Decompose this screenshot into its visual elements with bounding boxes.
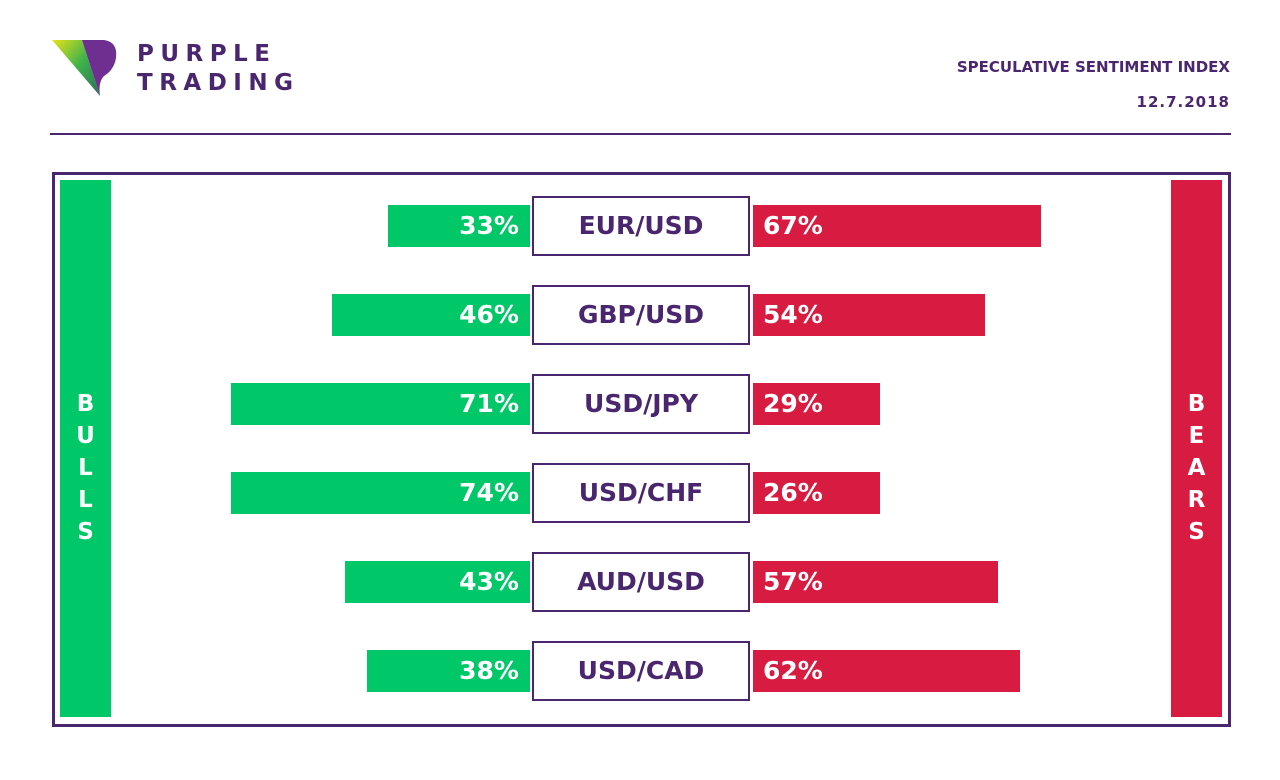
chart-date: 12.7.2018 [1136,93,1230,111]
chart-title: SPECULATIVE SENTIMENT INDEX [956,58,1230,76]
currency-pair-label: USD/JPY [532,374,750,434]
chart-frame [52,172,1231,727]
currency-pair-label: USD/CAD [532,641,750,701]
bulls-bar: 43% [345,561,530,603]
side-letter: U [76,423,95,449]
brand-line-1: PURPLE [137,41,277,67]
bears-bar: 29% [753,383,880,425]
currency-pair-label: EUR/USD [532,196,750,256]
currency-pair-label: USD/CHF [532,463,750,523]
bulls-bar: 33% [388,205,530,247]
bears-bar: 62% [753,650,1020,692]
side-letter: B [76,391,95,417]
purple-trading-logo: PURPLE TRADING [52,40,312,100]
bears-bar: 26% [753,472,880,514]
bears-bar: 57% [753,561,999,603]
brand-name: PURPLE TRADING [137,40,299,98]
currency-pair-label: AUD/USD [532,552,750,612]
bulls-bar: 74% [231,472,530,514]
bulls-bar: 71% [231,383,530,425]
currency-pair-label: GBP/USD [532,285,750,345]
side-letter: A [1187,455,1206,481]
logo-mark-icon [52,40,117,96]
side-letter: S [1188,519,1205,545]
bears-bar: 67% [753,205,1042,247]
bulls-bar: 46% [332,294,530,336]
bears-bar: 54% [753,294,986,336]
side-letter: S [77,519,94,545]
bulls-bar: 38% [366,650,530,692]
side-letter: L [78,455,93,481]
side-letter: R [1187,487,1206,513]
side-letter: L [78,487,93,513]
header-divider [50,133,1231,135]
side-letter: E [1188,423,1205,449]
side-letter: B [1187,391,1206,417]
brand-line-2: TRADING [137,70,300,96]
